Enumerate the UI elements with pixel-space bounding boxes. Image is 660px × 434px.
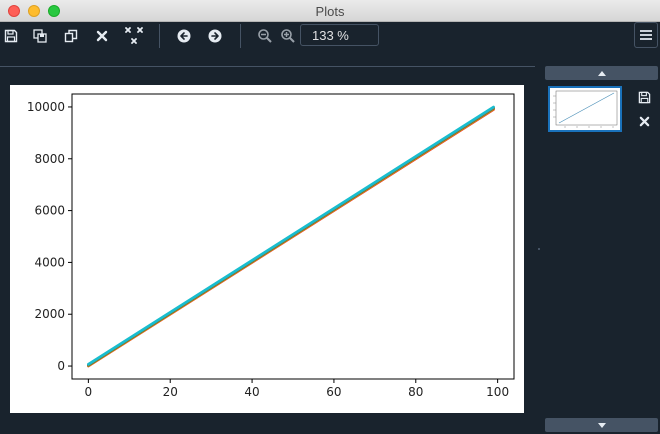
- x-tick-label: 20: [163, 385, 178, 399]
- scroll-down-button[interactable]: [545, 418, 658, 432]
- save-thumbnail-button[interactable]: [636, 89, 652, 105]
- copy-plot-button[interactable]: [60, 25, 82, 47]
- save-icon: [4, 29, 18, 43]
- splitter-handle: [538, 248, 540, 250]
- y-tick-label: 8000: [34, 152, 65, 166]
- y-tick-label: 0: [57, 359, 65, 373]
- zoom-out-button[interactable]: [254, 25, 276, 47]
- window-maximize-button[interactable]: [48, 5, 60, 17]
- next-icon: [208, 29, 222, 43]
- close-all-icon: [125, 27, 143, 44]
- x-tick-label: 80: [408, 385, 423, 399]
- plot-thumbnail[interactable]: [548, 86, 622, 132]
- next-plot-button[interactable]: [204, 25, 226, 47]
- x-tick-label: 40: [244, 385, 259, 399]
- y-tick-label: 6000: [34, 204, 65, 218]
- series-line-6: [87, 105, 495, 366]
- x-tick-label: 0: [85, 385, 93, 399]
- save-all-icon: [33, 29, 47, 43]
- window-title: Plots: [315, 4, 345, 19]
- menu-icon: [640, 30, 652, 40]
- window-close-button[interactable]: [8, 5, 20, 17]
- previous-icon: [177, 29, 191, 43]
- previous-plot-button[interactable]: [173, 25, 195, 47]
- remove-all-plots-button[interactable]: [123, 25, 145, 47]
- chevron-up-icon: [597, 70, 606, 76]
- x-tick-label: 100: [486, 385, 509, 399]
- thumbnail-preview: [553, 90, 618, 128]
- window-minimize-button[interactable]: [28, 5, 40, 17]
- title-bar: Plots: [0, 0, 660, 22]
- x-tick-label: 60: [326, 385, 341, 399]
- toolbar-separator: [240, 24, 241, 48]
- line-chart: 0 20 40 60 80 100 0 2000 4000 6000 8000 10000: [27, 93, 515, 399]
- toolbar-separator: [159, 24, 160, 48]
- save-icon: [638, 91, 650, 103]
- chevron-down-icon: [597, 422, 606, 428]
- zoom-in-button[interactable]: [277, 25, 299, 47]
- zoom-level-field[interactable]: 133 %: [300, 24, 379, 46]
- remove-thumbnail-button[interactable]: [636, 113, 652, 129]
- zoom-in-icon: [281, 29, 295, 43]
- save-plot-button[interactable]: [0, 25, 22, 47]
- plot-area-frame: [71, 93, 515, 380]
- save-all-plots-button[interactable]: [29, 25, 51, 47]
- zoom-out-icon: [258, 29, 272, 43]
- y-tick-label: 10000: [27, 100, 65, 114]
- options-menu-button[interactable]: [634, 22, 658, 48]
- scroll-up-button[interactable]: [545, 66, 658, 80]
- copy-icon: [64, 29, 78, 43]
- plot-figure: 0 20 40 60 80 100 0 2000 4000 6000 8000 10000: [10, 85, 524, 413]
- close-icon: [96, 30, 108, 42]
- y-tick-label: 2000: [34, 307, 65, 321]
- remove-plot-button[interactable]: [91, 25, 113, 47]
- close-icon: [639, 116, 649, 126]
- y-tick-label: 4000: [34, 255, 65, 269]
